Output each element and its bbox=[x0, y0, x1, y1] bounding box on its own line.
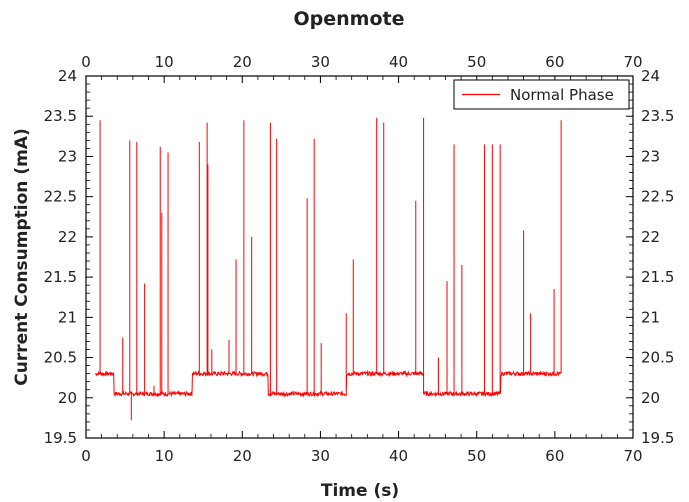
y-tick-label: 19.5 bbox=[44, 429, 77, 447]
right-y-tick-label: 20 bbox=[641, 389, 660, 407]
right-y-tick-label: 22.5 bbox=[641, 188, 674, 206]
y-tick-label: 21 bbox=[58, 308, 77, 326]
top-x-tick-label: 10 bbox=[155, 53, 174, 71]
data-series-layer bbox=[95, 117, 562, 421]
right-y-tick-label: 19.5 bbox=[641, 429, 674, 447]
right-y-tick-label: 22 bbox=[641, 228, 660, 246]
x-tick-label: 70 bbox=[623, 447, 642, 465]
right-y-tick-label: 23 bbox=[641, 147, 660, 165]
x-axis-label: Time (s) bbox=[321, 481, 399, 501]
top-x-tick-label: 0 bbox=[81, 53, 91, 71]
right-y-tick-label: 20.5 bbox=[641, 349, 674, 367]
x-tick-label: 10 bbox=[155, 447, 174, 465]
right-y-tick-label: 24 bbox=[641, 67, 660, 85]
y-tick-label: 22.5 bbox=[44, 188, 77, 206]
x-tick-label: 40 bbox=[389, 447, 408, 465]
y-tick-label: 22 bbox=[58, 228, 77, 246]
y-tick-label: 23.5 bbox=[44, 107, 77, 125]
top-x-tick-label: 40 bbox=[389, 53, 408, 71]
top-x-tick-label: 50 bbox=[467, 53, 486, 71]
y-tick-label: 20.5 bbox=[44, 349, 77, 367]
axis-ticks: 0 10 20 30 40 50 60 700 10 20 30 40 50 60 7019.52020.5… bbox=[44, 53, 675, 465]
right-y-tick-label: 23.5 bbox=[641, 107, 674, 125]
top-x-tick-label: 30 bbox=[311, 53, 330, 71]
y-tick-label: 23 bbox=[58, 147, 77, 165]
legend-label-normal-phase: Normal Phase bbox=[510, 86, 614, 104]
x-tick-label: 60 bbox=[545, 447, 564, 465]
plot-area-frame bbox=[85, 75, 634, 439]
top-x-tick-label: 20 bbox=[233, 53, 252, 71]
right-y-tick-label: 21.5 bbox=[641, 268, 674, 286]
x-tick-label: 30 bbox=[311, 447, 330, 465]
y-tick-label: 20 bbox=[58, 389, 77, 407]
right-y-tick-label: 21 bbox=[641, 308, 660, 326]
chart-title: Openmote bbox=[294, 8, 405, 30]
y-tick-label: 21.5 bbox=[44, 268, 77, 286]
y-tick-label: 24 bbox=[58, 67, 77, 85]
y-axis-label: Current Consumption (mA) bbox=[12, 128, 32, 385]
top-x-tick-label: 70 bbox=[623, 53, 642, 71]
top-x-tick-label: 60 bbox=[545, 53, 564, 71]
legend: Normal Phase bbox=[453, 79, 630, 110]
x-tick-label: 0 bbox=[81, 447, 91, 465]
x-tick-label: 50 bbox=[467, 447, 486, 465]
series-line-normal-phase bbox=[95, 117, 562, 421]
x-tick-label: 20 bbox=[233, 447, 252, 465]
